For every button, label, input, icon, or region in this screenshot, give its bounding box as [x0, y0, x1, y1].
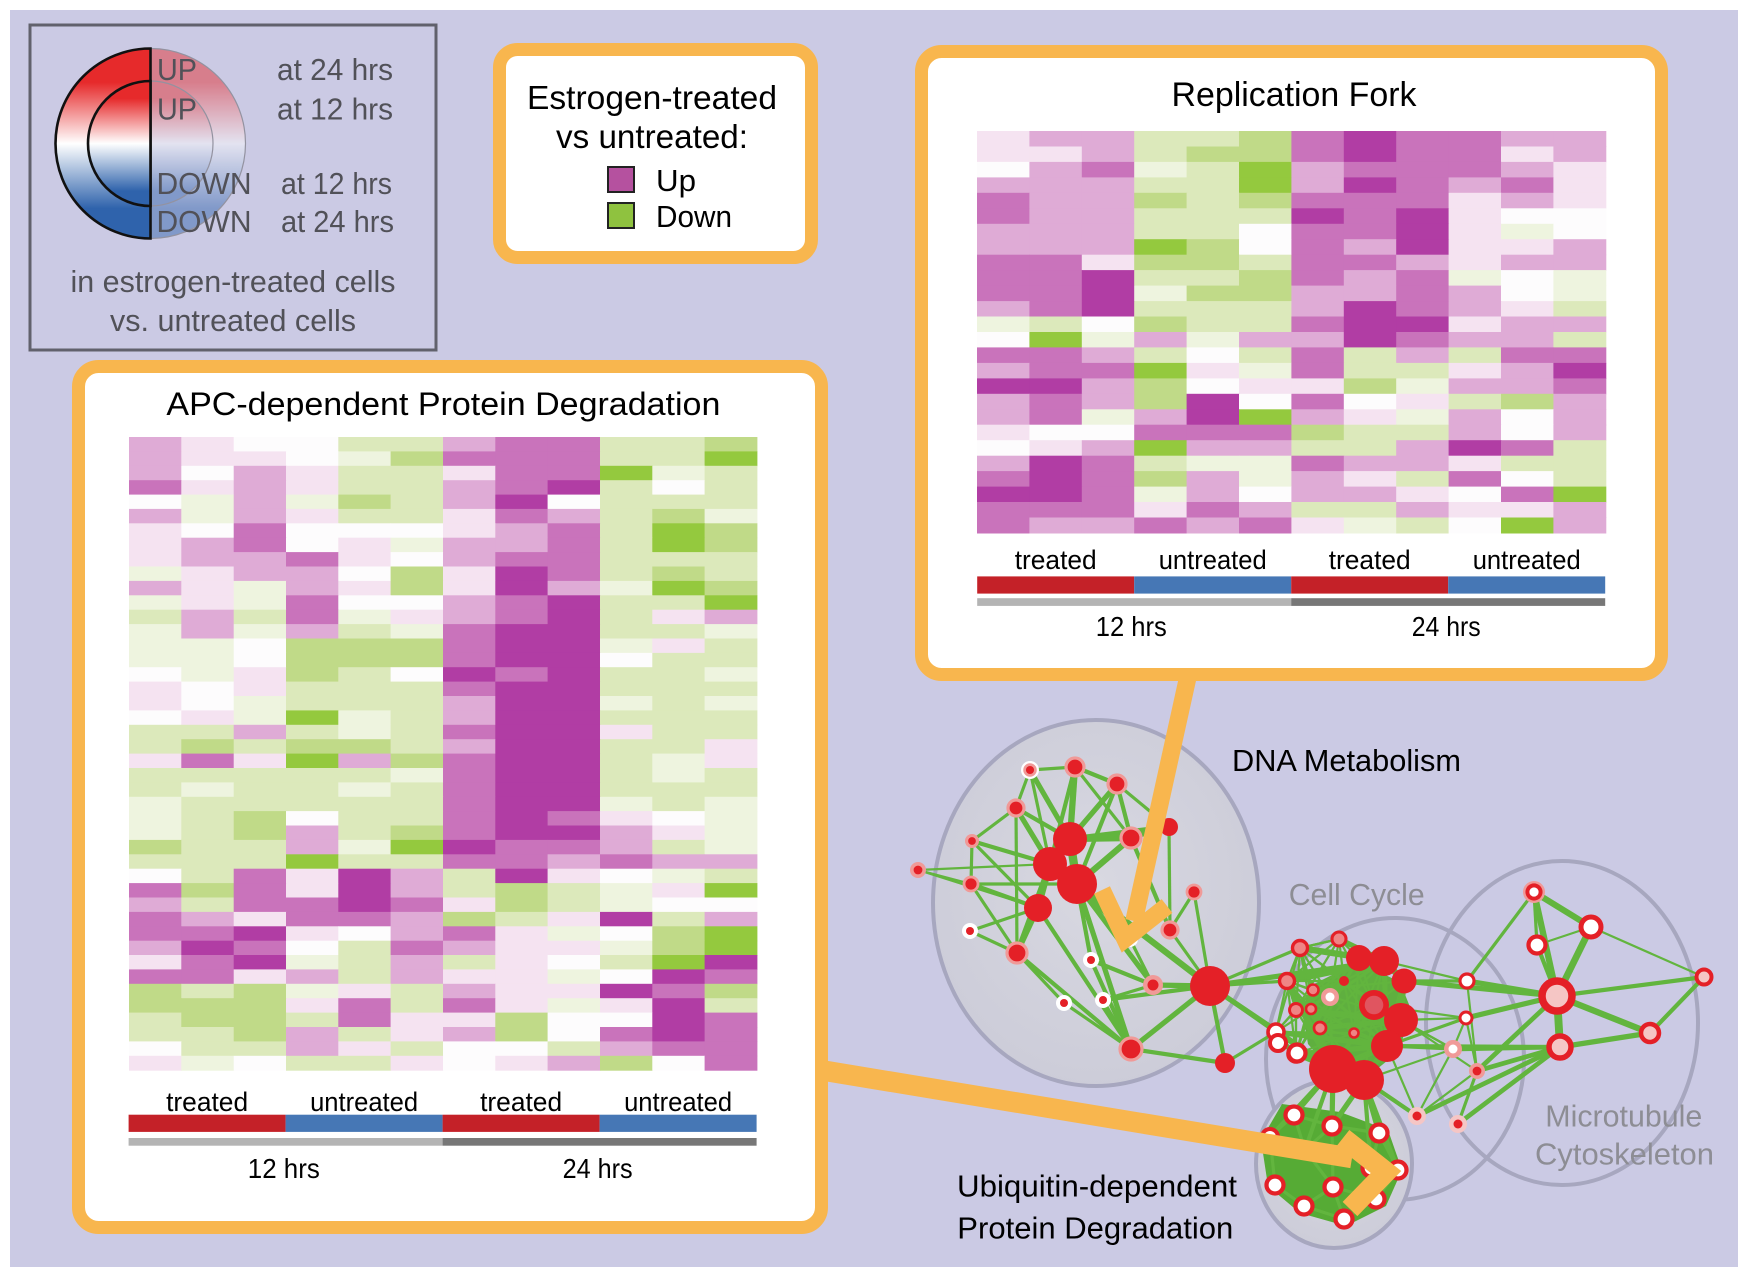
svg-text:Up: Up	[656, 163, 696, 198]
svg-text:24 hrs: 24 hrs	[1412, 611, 1481, 642]
svg-text:Estrogen-treated: Estrogen-treated	[527, 80, 777, 117]
svg-text:DNA Metabolism: DNA Metabolism	[1232, 744, 1461, 778]
svg-text:12 hrs: 12 hrs	[248, 1153, 320, 1184]
svg-text:treated: treated	[166, 1087, 248, 1117]
svg-text:DOWN: DOWN	[157, 167, 252, 201]
svg-text:untreated: untreated	[1473, 545, 1581, 575]
svg-text:UP: UP	[157, 53, 197, 87]
svg-text:Cytoskeleton: Cytoskeleton	[1535, 1138, 1714, 1172]
svg-text:treated: treated	[1015, 545, 1097, 575]
svg-text:Replication Fork: Replication Fork	[1172, 76, 1418, 114]
svg-text:in estrogen-treated cells: in estrogen-treated cells	[71, 265, 396, 299]
svg-text:at 12 hrs: at 12 hrs	[277, 93, 393, 127]
svg-text:APC-dependent Protein Degradat: APC-dependent Protein Degradation	[166, 386, 720, 422]
svg-text:Down: Down	[656, 199, 732, 234]
svg-text:at 24 hrs: at 24 hrs	[277, 53, 393, 87]
svg-text:Cell Cycle: Cell Cycle	[1289, 878, 1425, 912]
svg-text:vs. untreated cells: vs. untreated cells	[110, 304, 356, 338]
svg-text:UP: UP	[157, 93, 197, 127]
svg-text:DOWN: DOWN	[157, 205, 252, 239]
svg-text:treated: treated	[1329, 545, 1411, 575]
svg-text:untreated: untreated	[310, 1087, 418, 1117]
svg-text:vs untreated:: vs untreated:	[556, 119, 748, 156]
svg-text:Protein Degradation: Protein Degradation	[957, 1211, 1233, 1246]
svg-text:at 24 hrs: at 24 hrs	[281, 205, 394, 239]
svg-text:treated: treated	[480, 1087, 562, 1117]
svg-text:at 12 hrs: at 12 hrs	[281, 167, 392, 201]
svg-text:untreated: untreated	[624, 1087, 732, 1117]
svg-text:Microtubule: Microtubule	[1545, 1099, 1702, 1133]
svg-text:24 hrs: 24 hrs	[563, 1153, 633, 1184]
svg-text:12 hrs: 12 hrs	[1096, 611, 1167, 642]
svg-text:untreated: untreated	[1159, 545, 1267, 575]
svg-text:Ubiquitin-dependent: Ubiquitin-dependent	[957, 1169, 1237, 1204]
